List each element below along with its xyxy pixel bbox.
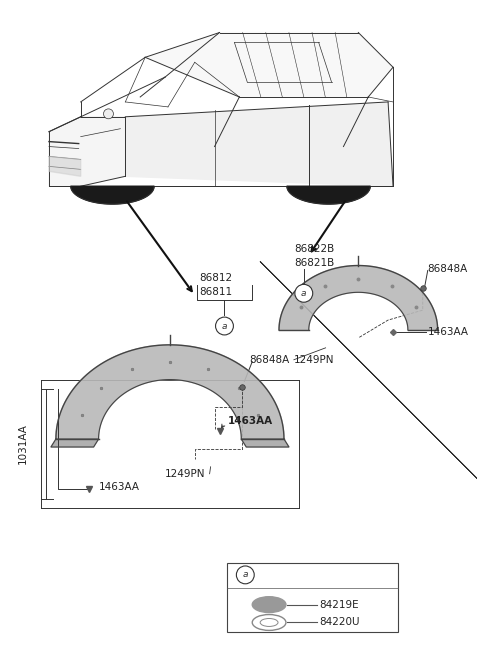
Circle shape [236, 566, 254, 584]
Polygon shape [56, 345, 284, 439]
Polygon shape [71, 186, 154, 204]
Circle shape [295, 284, 313, 302]
Text: 84220U: 84220U [320, 617, 360, 628]
Text: a: a [222, 321, 227, 331]
Polygon shape [287, 186, 370, 204]
Text: 86811: 86811 [200, 287, 233, 297]
Text: 1463AA: 1463AA [228, 416, 273, 426]
Polygon shape [241, 439, 289, 447]
Polygon shape [49, 157, 81, 176]
Text: 1249PN: 1249PN [165, 469, 205, 479]
Polygon shape [51, 439, 98, 447]
Polygon shape [125, 102, 393, 186]
Text: 86848A: 86848A [428, 264, 468, 274]
Text: 1249PN: 1249PN [294, 355, 335, 365]
Text: 86821B: 86821B [294, 258, 334, 268]
Polygon shape [145, 33, 393, 97]
Polygon shape [49, 117, 125, 186]
Bar [228, 563, 398, 632]
Text: 86812: 86812 [200, 274, 233, 283]
Text: 1463AA: 1463AA [428, 327, 469, 337]
Text: 84219E: 84219E [320, 600, 360, 609]
Circle shape [104, 109, 113, 119]
Polygon shape [279, 266, 438, 330]
Text: a: a [301, 289, 307, 298]
Text: 86822B: 86822B [294, 243, 334, 254]
Circle shape [216, 317, 233, 335]
Ellipse shape [252, 597, 286, 613]
Text: 86848A: 86848A [249, 355, 289, 365]
Text: 1031AA: 1031AA [18, 424, 28, 464]
Text: a: a [242, 570, 248, 579]
Text: 1463AA: 1463AA [98, 482, 140, 491]
